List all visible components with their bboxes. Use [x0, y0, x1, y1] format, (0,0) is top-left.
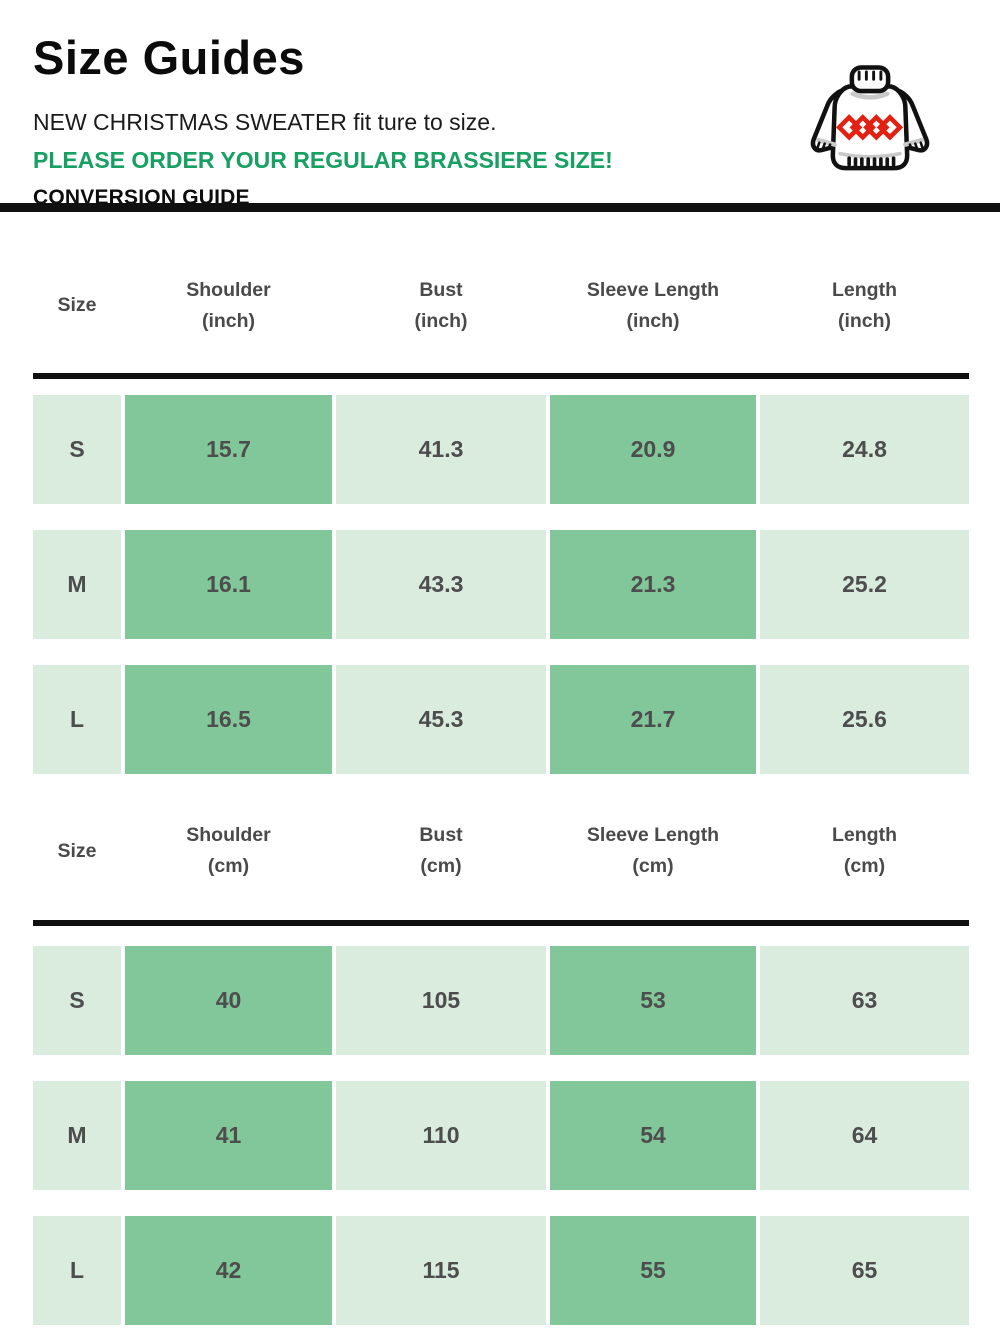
size-table-inch: Size Shoulder (inch) Bust (inch) Sleeve Lengt… [33, 212, 969, 774]
size-row-m: M 16.1 43.3 21.3 25.2 [33, 530, 969, 639]
column-header: Sleeve Length (inch) [586, 278, 720, 332]
column-header: Length (cm) [832, 824, 897, 877]
size-label: M [33, 530, 121, 639]
measurement-cell: 115 [336, 1216, 546, 1325]
measurement-cell: 105 [336, 946, 546, 1055]
size-row-s: S 15.7 41.3 20.9 24.8 [33, 395, 969, 504]
table-header-row: Size Shoulder (inch) Bust (inch) Sleeve Lengt… [33, 212, 969, 373]
column-header: Bust (inch) [414, 278, 468, 332]
measurement-cell: 16.1 [125, 530, 332, 639]
order-highlight-text: PLEASE ORDER YOUR REGULAR BRASSIERE SIZE… [33, 147, 613, 173]
size-label: M [33, 1081, 121, 1190]
measurement-cell: 45.3 [336, 665, 546, 774]
christmas-sweater-icon [802, 62, 938, 194]
column-header: Shoulder (inch) [186, 278, 271, 332]
measurement-cell: 65 [760, 1216, 969, 1325]
measurement-cell: 55 [550, 1216, 756, 1325]
measurement-cell: 25.6 [760, 665, 969, 774]
table-header-row: Size Shoulder (cm) Bust (cm) Sleeve Length (cm… [33, 800, 969, 920]
size-tables: Size Shoulder (inch) Bust (inch) Sleeve Lengt… [33, 212, 969, 1331]
size-label: S [33, 395, 121, 504]
measurement-cell: 24.8 [760, 395, 969, 504]
page-header: Size Guides NEW CHRISTMAS SWEATER fit tu… [33, 30, 773, 210]
measurement-cell: 63 [760, 946, 969, 1055]
table-body: S 40 105 53 63 M 41 110 54 64 L 42 115 55 65 [33, 926, 969, 1325]
measurement-cell: 16.5 [125, 665, 332, 774]
measurement-cell: 15.7 [125, 395, 332, 504]
measurement-cell: 54 [550, 1081, 756, 1190]
column-header: Shoulder (cm) [186, 824, 271, 877]
column-header: Length (inch) [832, 278, 897, 332]
page-title: Size Guides [33, 31, 305, 84]
column-header: Size [57, 294, 97, 316]
size-label: L [33, 665, 121, 774]
measurement-cell: 41.3 [336, 395, 546, 504]
measurement-cell: 41 [125, 1081, 332, 1190]
size-label: S [33, 946, 121, 1055]
column-header: Size [57, 839, 97, 862]
table-header-rule [33, 373, 969, 379]
fit-subtitle: NEW CHRISTMAS SWEATER fit ture to size. [33, 109, 497, 135]
size-table-cm: Size Shoulder (cm) Bust (cm) Sleeve Length (cm… [33, 800, 969, 1325]
measurement-cell: 43.3 [336, 530, 546, 639]
measurement-cell: 64 [760, 1081, 969, 1190]
header-divider-bar [0, 203, 1000, 212]
column-header: Bust (cm) [419, 824, 463, 877]
measurement-cell: 21.3 [550, 530, 756, 639]
measurement-cell: 42 [125, 1216, 332, 1325]
size-label: L [33, 1216, 121, 1325]
size-row-l: L 42 115 55 65 [33, 1216, 969, 1325]
measurement-cell: 110 [336, 1081, 546, 1190]
column-header: Sleeve Length (cm) [586, 824, 720, 877]
measurement-cell: 20.9 [550, 395, 756, 504]
measurement-cell: 25.2 [760, 530, 969, 639]
size-row-l: L 16.5 45.3 21.7 25.6 [33, 665, 969, 774]
table-body: S 15.7 41.3 20.9 24.8 M 16.1 43.3 21.3 25.2 L 16.5 4… [33, 379, 969, 774]
measurement-cell: 40 [125, 946, 332, 1055]
table-header-rule [33, 920, 969, 926]
size-row-m: M 41 110 54 64 [33, 1081, 969, 1190]
size-row-s: S 40 105 53 63 [33, 946, 969, 1055]
measurement-cell: 53 [550, 946, 756, 1055]
measurement-cell: 21.7 [550, 665, 756, 774]
